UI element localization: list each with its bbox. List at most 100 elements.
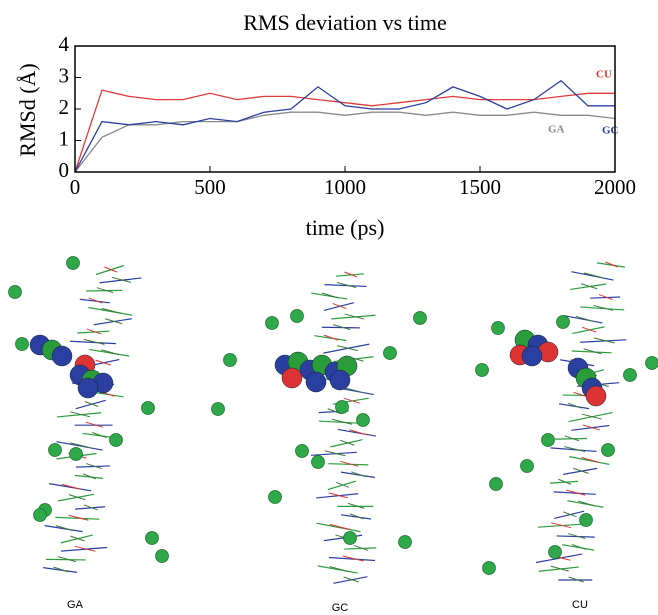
ion-sphere (383, 346, 397, 360)
base-stick (316, 493, 359, 499)
base-stick (549, 480, 578, 484)
base-stick (101, 349, 120, 356)
base-stick (328, 556, 376, 562)
base-stick (558, 403, 590, 410)
atom-sphere (329, 369, 351, 391)
plot-frame (74, 45, 616, 173)
base-stick (332, 303, 347, 310)
base-stick (321, 326, 360, 329)
base-stick (568, 411, 613, 423)
base-stick (86, 328, 102, 335)
base-stick (330, 439, 363, 448)
atom-sphere (281, 367, 303, 389)
base-stick (83, 504, 98, 511)
base-stick (77, 330, 110, 334)
base-stick (68, 514, 89, 521)
base-stick (95, 264, 125, 276)
base-stick (79, 298, 110, 304)
molecular-views (8, 256, 658, 584)
base-stick (571, 424, 610, 431)
base-stick (68, 494, 86, 501)
base-stick (57, 556, 77, 563)
base-stick (337, 428, 377, 437)
ion-sphere (541, 433, 555, 447)
panel-label: GC (332, 602, 349, 614)
atom-sphere (521, 345, 543, 367)
base-stick (111, 276, 132, 283)
x-tick-label: 1000 (324, 175, 366, 199)
ion-sphere (8, 285, 22, 299)
base-stick (568, 576, 584, 583)
base-stick (328, 463, 369, 466)
ion-sphere (579, 513, 593, 527)
ion-sphere (145, 531, 159, 545)
base-stick (337, 345, 358, 352)
base-stick (605, 261, 619, 268)
base-stick (49, 483, 92, 492)
base-stick (535, 553, 583, 564)
base-stick (572, 326, 605, 335)
base-stick (550, 565, 569, 572)
base-stick (310, 451, 357, 456)
base-stick (93, 318, 132, 326)
ion-sphere (311, 455, 325, 469)
x-axis-label: time (ps) (306, 215, 385, 240)
base-stick (551, 522, 572, 529)
base-stick (581, 413, 602, 420)
base-stick (336, 282, 357, 289)
base-stick (44, 525, 83, 533)
base-stick (89, 348, 130, 357)
base-stick (321, 292, 339, 299)
atom-sphere (585, 385, 607, 407)
base-stick (568, 533, 586, 540)
base-stick (85, 421, 104, 428)
ion-sphere (109, 433, 123, 447)
base-stick (333, 324, 351, 331)
base-stick (347, 502, 365, 509)
panel-label: CU (572, 599, 588, 611)
base-stick (340, 471, 376, 479)
base-stick (593, 337, 615, 344)
base-stick (317, 565, 358, 574)
base-stick (60, 534, 93, 544)
base-stick (56, 412, 102, 418)
base-stick (324, 284, 367, 288)
ion-sphere (265, 316, 279, 330)
x-tick-label: 500 (194, 175, 226, 199)
base-stick (577, 500, 595, 507)
base-stick (538, 566, 579, 572)
ion-sphere (413, 311, 427, 325)
base-stick (69, 340, 116, 345)
ion-sphere (223, 353, 237, 367)
base-stick (335, 481, 349, 488)
ion-sphere (343, 531, 357, 545)
ion-sphere (69, 447, 83, 461)
base-stick (596, 262, 626, 268)
ion-sphere (556, 315, 570, 329)
base-stick (343, 397, 360, 404)
base-stick (331, 314, 376, 320)
ion-sphere (489, 477, 503, 491)
base-stick (582, 424, 600, 431)
ion-sphere (33, 508, 47, 522)
ion-sphere (211, 402, 225, 416)
y-tick-label: 0 (59, 158, 70, 182)
base-stick (537, 523, 582, 528)
ion-sphere (66, 256, 80, 270)
y-tick-label: 4 (59, 32, 70, 56)
base-stick (314, 335, 347, 342)
base-stick (95, 359, 112, 366)
base-stick (329, 523, 350, 530)
ion-sphere (141, 401, 155, 415)
base-stick (88, 306, 133, 316)
base-stick (344, 547, 377, 550)
x-tick-label: 1500 (459, 175, 501, 199)
base-stick (311, 292, 348, 300)
base-stick (329, 566, 348, 572)
base-stick (593, 304, 614, 311)
base-stick (75, 506, 106, 510)
base-stick (333, 576, 368, 584)
base-stick (564, 446, 586, 453)
ion-sphere (548, 545, 562, 559)
